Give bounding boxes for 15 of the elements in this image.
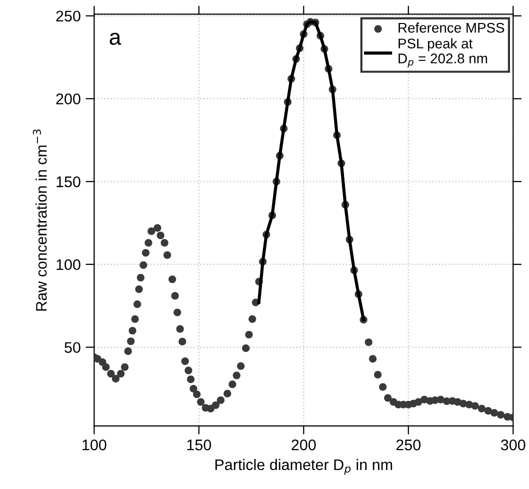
x-tick-label: 150	[187, 440, 212, 450]
y-tick-label: 150	[56, 176, 80, 188]
legend-label: Reference MPSS	[398, 22, 504, 33]
y-tick-label: 200	[56, 94, 80, 104]
y-axis-title: Raw concentration in cm$^{−3}$	[32, 130, 47, 311]
x-tick-label: 200	[292, 440, 316, 450]
y-tick-label: 100	[56, 259, 80, 270]
x-tick-label: 300	[500, 440, 526, 450]
y-tick-label: 250	[56, 10, 80, 22]
x-axis-title: Particle diameter D$_{p}$ in nm	[215, 458, 392, 475]
x-tick-label: 250	[396, 440, 421, 450]
y-tick-label: 50	[64, 342, 80, 353]
annotation: a	[110, 32, 122, 45]
legend-label: PSL peak at D$_{p}$ = 202.8 nm	[398, 38, 488, 68]
x-tick-label: 100	[82, 440, 106, 450]
